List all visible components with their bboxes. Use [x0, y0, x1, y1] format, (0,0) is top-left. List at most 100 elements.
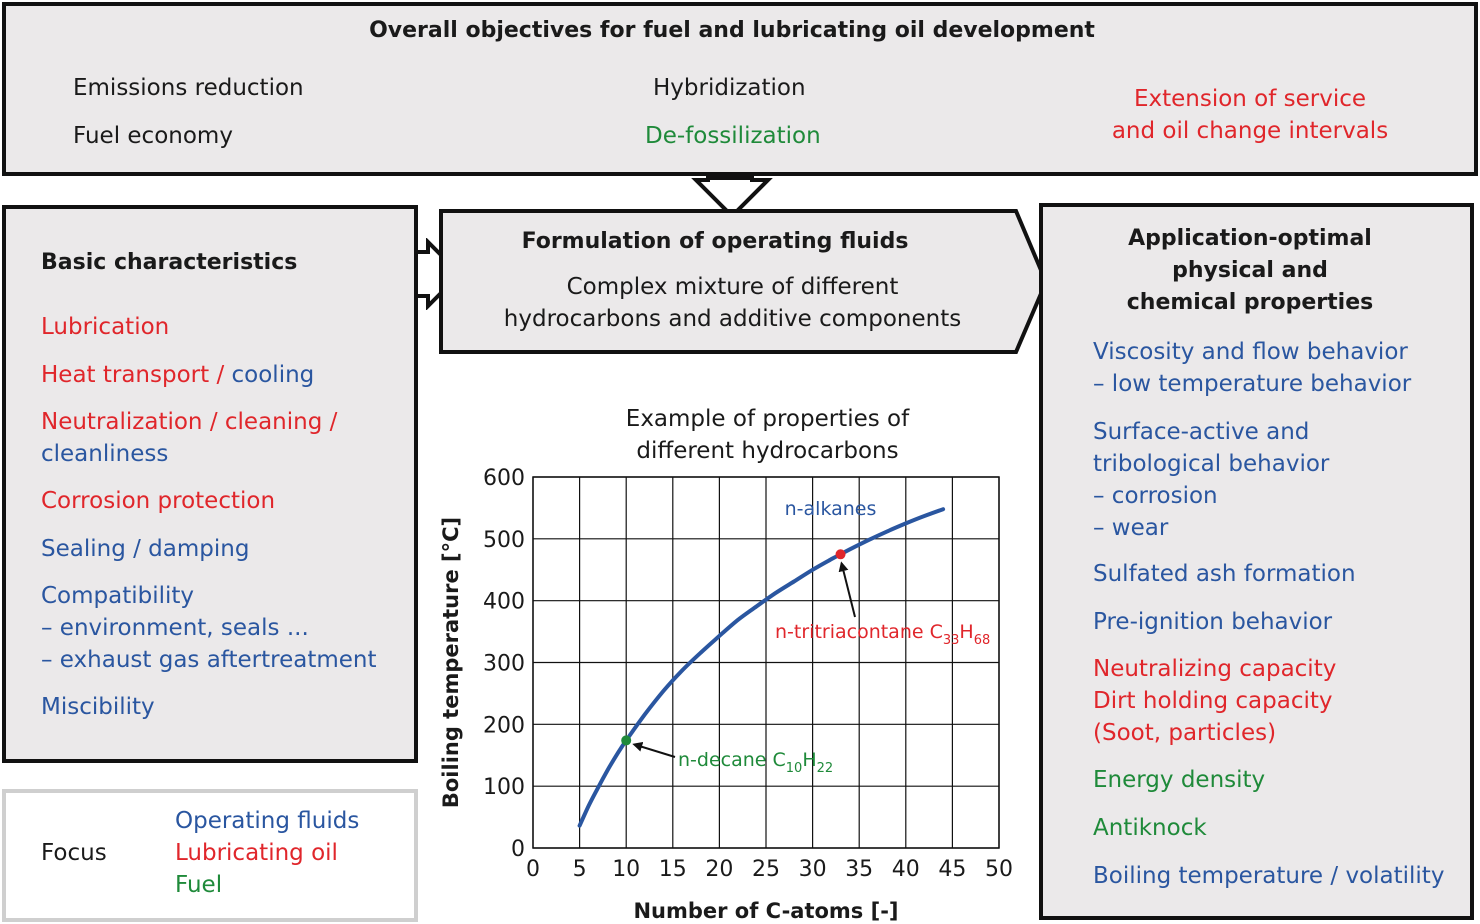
- focus-label: Focus: [41, 840, 107, 866]
- objectives-box: [2, 2, 1478, 176]
- prop-preignition: Pre-ignition behavior: [1093, 609, 1333, 635]
- annotation-label-tritriacontane: n-tritriacontane C33H68: [775, 621, 990, 648]
- prop-surface-line2: tribological behavior: [1093, 451, 1330, 477]
- y-tick-label-300: 300: [483, 652, 525, 677]
- y-tick-label-100: 100: [483, 775, 525, 800]
- x-tick-label-45: 45: [938, 857, 966, 882]
- formulation-text: Complex mixture of different hydrocarbon…: [440, 271, 1025, 335]
- focus-box: [2, 789, 418, 922]
- y-tick-label-600: 600: [483, 466, 525, 491]
- formulation-line2: hydrocarbons and additive components: [503, 306, 962, 332]
- item-compatibility-line1: Compatibility: [41, 583, 195, 609]
- objectives-title: Overall objectives for fuel and lubricat…: [369, 18, 1095, 43]
- objective-extension: Extension of service and oil change inte…: [1080, 83, 1420, 147]
- x-tick-label-40: 40: [892, 857, 920, 882]
- prop-energy-density: Energy density: [1093, 767, 1266, 793]
- item-sealing: Sealing / damping: [41, 536, 250, 562]
- item-miscibility: Miscibility: [41, 694, 155, 720]
- prop-surface-line3: – corrosion: [1093, 483, 1218, 509]
- annotation-point-tritriacontane: [835, 549, 846, 560]
- chart-y-label: Boiling temperature [°C]: [439, 517, 463, 808]
- item-corrosion: Corrosion protection: [41, 488, 276, 514]
- y-tick-label-0: 0: [511, 837, 525, 862]
- prop-dirt-line1: Dirt holding capacity: [1093, 688, 1333, 714]
- annotation-label-tritriacontane-main: n-tritriacontane C: [775, 621, 943, 643]
- prop-viscosity-line2: – low temperature behavior: [1093, 371, 1412, 397]
- prop-antiknock: Antiknock: [1093, 815, 1207, 841]
- properties-title-line1: Application-optimal: [1128, 226, 1372, 251]
- down-arrow: [691, 176, 773, 219]
- item-compatibility: Compatibility – environment, seals ... –…: [41, 580, 377, 676]
- chart-x-label: Number of C-atoms [-]: [633, 899, 898, 923]
- properties-box: [1039, 203, 1474, 920]
- annotation-arrow-decane: [632, 741, 676, 758]
- item-compatibility-line3: – exhaust gas aftertreatment: [41, 647, 377, 673]
- annotation-label-decane-sub2: 22: [817, 761, 834, 776]
- prop-neutralizing-line1: Neutralizing capacity: [1093, 656, 1337, 682]
- x-tick-label-15: 15: [659, 857, 687, 882]
- series-label-n-alkanes: n-alkanes: [785, 498, 877, 520]
- x-tick-label-35: 35: [845, 857, 873, 882]
- objective-hybridization: Hybridization: [653, 75, 806, 101]
- boiling-temperature-chart: 0 100 200 300 400 500 600 0 5 10 15 20 25 30 35 40 45 50…: [439, 466, 1013, 923]
- prop-boiling: Boiling temperature / volatility: [1093, 863, 1445, 889]
- item-heat-transport: Heat transport / cooling: [41, 359, 314, 391]
- chart-y-ticks: 0 100 200 300 400 500 600: [483, 466, 525, 862]
- y-tick-label-400: 400: [483, 590, 525, 615]
- properties-title-line3: chemical properties: [1126, 290, 1374, 315]
- item-neutralization-line2: cleanliness: [41, 441, 169, 467]
- annotation-label-tritriacontane-sub2: 68: [974, 633, 991, 648]
- prop-surface-line4: – wear: [1093, 515, 1169, 541]
- chart-grid: [532, 476, 1000, 849]
- chart-x-ticks: 0 5 10 15 20 25 30 35 40 45 50: [526, 857, 1013, 882]
- basic-characteristics-box: [2, 205, 418, 763]
- x-tick-label-50: 50: [985, 857, 1013, 882]
- focus-legend: Operating fluids Lubricating oil Fuel: [175, 805, 359, 901]
- annotation-label-decane-sub1: 10: [786, 761, 803, 776]
- prop-neutralizing: Neutralizing capacity Dirt holding capac…: [1093, 653, 1336, 749]
- prop-surface: Surface-active and tribological behavior…: [1093, 416, 1329, 544]
- focus-lubricating-oil: Lubricating oil: [175, 840, 338, 866]
- x-tick-label-0: 0: [526, 857, 540, 882]
- annotation-label-decane: n-decane C10H22: [678, 749, 833, 776]
- objective-emissions: Emissions reduction: [73, 75, 304, 101]
- objective-fuel-economy: Fuel economy: [73, 123, 233, 149]
- x-tick-label-25: 25: [752, 857, 780, 882]
- basic-characteristics-title: Basic characteristics: [41, 250, 298, 275]
- formulation-title: Formulation of operating fluids: [521, 229, 909, 254]
- x-tick-label-20: 20: [705, 857, 733, 882]
- annotation-point-decane: [621, 735, 632, 746]
- chart-title: Example of properties of different hydro…: [560, 403, 975, 467]
- prop-surface-line1: Surface-active and: [1093, 419, 1310, 445]
- item-heat-transport-red: Heat transport /: [41, 362, 232, 388]
- objective-extension-line1: Extension of service: [1133, 86, 1367, 112]
- focus-operating-fluids: Operating fluids: [175, 808, 360, 834]
- formulation-line1: Complex mixture of different: [566, 274, 899, 300]
- prop-viscosity: Viscosity and flow behavior – low temper…: [1093, 336, 1411, 400]
- x-tick-label-5: 5: [573, 857, 587, 882]
- annotation-label-decane-mid: H: [802, 749, 816, 771]
- objective-extension-line2: and oil change intervals: [1111, 118, 1389, 144]
- x-tick-label-30: 30: [799, 857, 827, 882]
- focus-fuel: Fuel: [175, 872, 223, 898]
- prop-viscosity-line1: Viscosity and flow behavior: [1093, 339, 1408, 365]
- y-tick-label-500: 500: [483, 528, 525, 553]
- annotation-label-tritriacontane-sub1: 33: [943, 633, 960, 648]
- annotation-label-decane-main: n-decane C: [678, 749, 786, 771]
- chart-title-line2: different hydrocarbons: [636, 438, 899, 464]
- properties-title-line2: physical and: [1172, 258, 1328, 283]
- item-lubrication: Lubrication: [41, 314, 170, 340]
- formulation-shape: [439, 209, 1049, 354]
- objective-defossilization: De-fossilization: [645, 123, 821, 149]
- item-compatibility-line2: – environment, seals ...: [41, 615, 309, 641]
- prop-sulfated-ash: Sulfated ash formation: [1093, 561, 1356, 587]
- properties-title: Application-optimal physical and chemica…: [1043, 223, 1457, 319]
- item-neutralization-line1: Neutralization / cleaning /: [41, 409, 338, 435]
- prop-dirt-line2: (Soot, particles): [1093, 720, 1277, 746]
- series-line-n-alkanes: [577, 507, 946, 828]
- chart-title-line1: Example of properties of: [625, 406, 910, 432]
- annotation-arrow-tritriacontane: [838, 561, 856, 618]
- item-heat-transport-blue: cooling: [231, 362, 315, 388]
- x-tick-label-10: 10: [612, 857, 640, 882]
